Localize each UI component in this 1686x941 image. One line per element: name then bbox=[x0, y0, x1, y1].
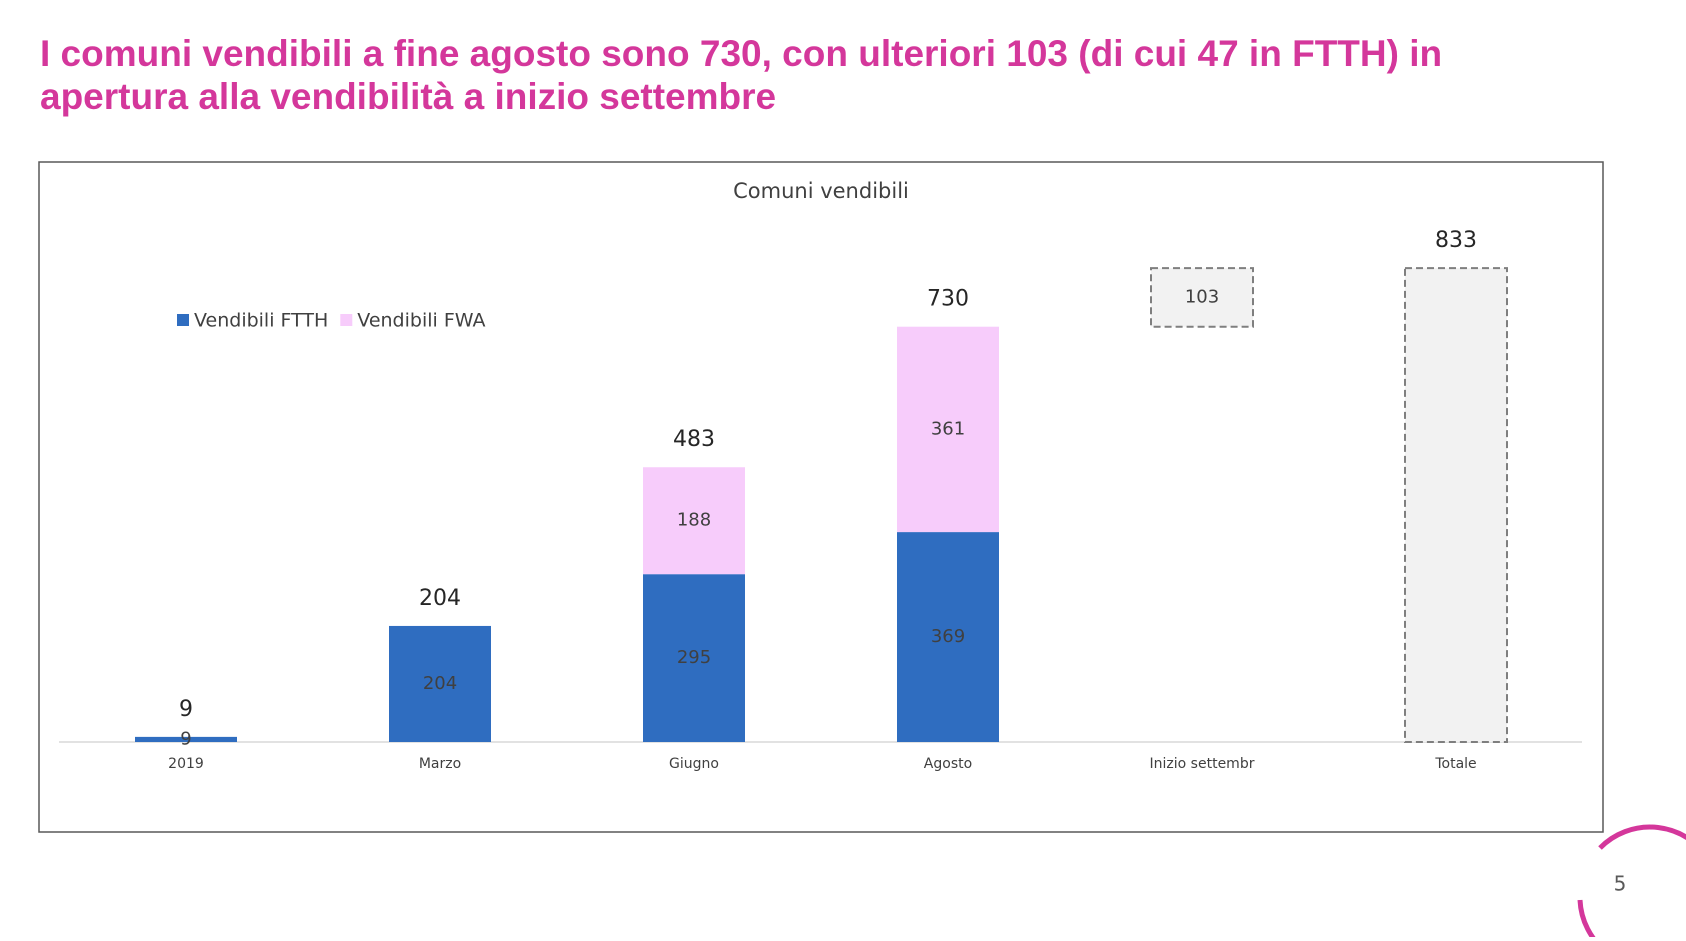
page-decoration bbox=[1577, 824, 1686, 941]
chart-title: Comuni vendibili bbox=[733, 179, 909, 203]
slide-title: apertura alla vendibilità a inizio sette… bbox=[40, 76, 776, 117]
data-label: 9 bbox=[180, 728, 191, 749]
slide-title: I comuni vendibili a fine agosto sono 73… bbox=[40, 33, 1442, 74]
legend-swatch bbox=[340, 314, 353, 326]
chart-frame bbox=[38, 161, 1604, 833]
x-tick-label: Inizio settembr bbox=[1150, 756, 1255, 772]
total-label: 9 bbox=[179, 697, 193, 722]
data-label: 295 bbox=[677, 647, 711, 668]
x-tick-label: Totale bbox=[1434, 756, 1476, 772]
x-tick-label: 2019 bbox=[168, 756, 204, 772]
waterfall-bar bbox=[1150, 267, 1254, 328]
data-label: 103 bbox=[1185, 286, 1219, 307]
page-number: 5 bbox=[1614, 872, 1627, 896]
total-label: 833 bbox=[1435, 228, 1477, 253]
bar-segment bbox=[897, 532, 999, 742]
bar-segment bbox=[643, 467, 745, 575]
bar-segment bbox=[135, 736, 237, 742]
total-label: 204 bbox=[419, 586, 461, 611]
data-label: 188 bbox=[677, 510, 711, 531]
total-bar bbox=[1404, 267, 1508, 743]
x-tick-label: Giugno bbox=[669, 756, 719, 772]
total-label: 730 bbox=[927, 287, 969, 312]
bar-segment bbox=[389, 625, 491, 742]
total-label: 483 bbox=[673, 427, 715, 452]
legend-label: Vendibili FTTH bbox=[194, 310, 328, 332]
legend-swatch bbox=[177, 314, 189, 326]
data-label: 204 bbox=[423, 673, 457, 694]
x-tick-label: Agosto bbox=[924, 756, 972, 772]
bar-segment bbox=[897, 326, 999, 533]
x-tick-label: Marzo bbox=[419, 756, 461, 772]
data-label: 361 bbox=[931, 418, 965, 439]
legend-label: Vendibili FWA bbox=[357, 310, 485, 332]
bar-segment bbox=[643, 574, 745, 742]
data-label: 369 bbox=[931, 626, 965, 647]
